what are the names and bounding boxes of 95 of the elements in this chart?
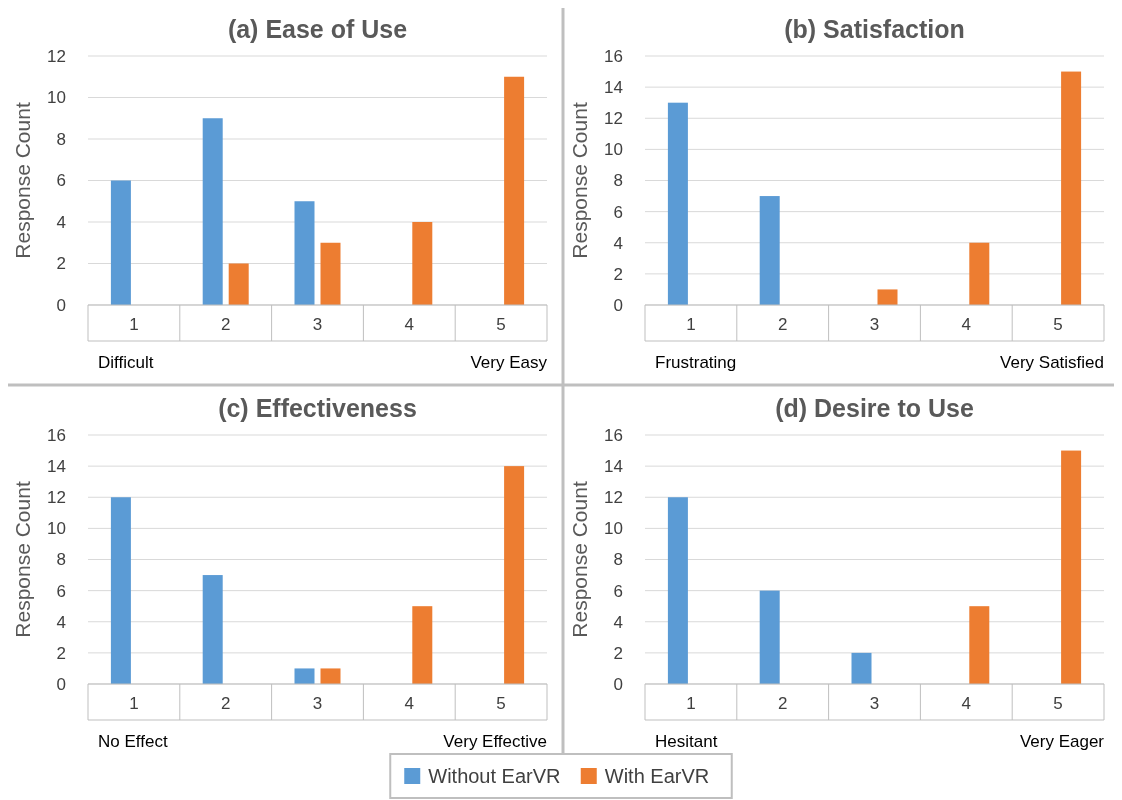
y-tick-label: 0 [56,674,66,694]
y-axis-title: Response Count [568,481,591,638]
text: Very Easy [470,352,548,372]
y-tick-label: 2 [613,643,623,663]
y-tick-label: 0 [613,295,623,315]
y-axis-title: Response Count [11,481,34,638]
bar [294,668,315,684]
y-tick-label: 16 [47,425,66,445]
x-tick-label: 3 [869,314,880,334]
y-tick-label: 8 [56,129,66,149]
y-tick-label: 12 [604,109,623,129]
x-tick-label: 2 [220,314,231,334]
chart-title: (d) Desire to Use [775,394,974,422]
y-tick-label: 4 [56,612,66,632]
y-tick-label: 2 [56,254,66,274]
x-tick-label: 2 [220,693,231,713]
x-tick-label: 4 [404,314,415,334]
x-tick-label: 5 [496,693,506,713]
x-tick-label: 5 [1053,693,1063,713]
y-axis-title: Response Count [568,102,591,259]
y-tick-label: 14 [47,457,66,477]
x-tick-label: 2 [777,314,788,334]
y-tick-label: 14 [604,78,623,98]
y-tick-label: 16 [604,425,623,445]
y-tick-label: 14 [604,457,623,477]
bar [202,118,223,305]
x-tick-label: 3 [312,314,323,334]
x-tick-label: 3 [312,693,323,713]
legend-label: Without EarVR [428,765,561,787]
bar [320,668,341,684]
text: Difficult [98,352,154,372]
x-tick-label: 5 [496,314,506,334]
bar [412,222,433,305]
y-tick-label: 12 [604,488,623,508]
bar [851,652,872,684]
y-tick-label: 2 [56,643,66,663]
x-tick-label: 1 [686,314,696,334]
y-tick-label: 4 [56,212,66,232]
bar [320,242,341,305]
legend-label: With EarVR [604,765,710,787]
text: Very Satisfied [1000,352,1104,372]
y-tick-label: 2 [613,264,623,284]
text: Very Effective [443,731,547,751]
bar [228,263,249,305]
bar [759,590,780,684]
text: Very Eager [1019,731,1105,751]
bar [969,242,990,305]
x-tick-label: 4 [404,693,415,713]
chart-title: (b) Satisfaction [784,15,965,43]
bar [110,497,131,684]
bar [1061,450,1082,684]
bar [1061,71,1082,305]
y-tick-label: 4 [613,612,623,632]
y-tick-label: 8 [56,550,66,570]
bar [759,196,780,305]
bar [110,180,131,305]
bar [504,76,525,305]
y-tick-label: 8 [613,171,623,191]
bar [667,102,688,305]
y-tick-label: 4 [613,233,623,253]
y-tick-label: 6 [56,581,66,601]
x-tick-label: 4 [961,314,972,334]
y-tick-label: 8 [613,550,623,570]
y-tick-label: 10 [604,519,623,539]
y-tick-label: 0 [56,295,66,315]
x-tick-label: 3 [869,693,880,713]
bar [969,606,990,684]
x-tick-label: 1 [129,314,139,334]
x-tick-label: 2 [777,693,788,713]
y-tick-label: 10 [47,519,66,539]
y-tick-label: 12 [47,46,66,66]
y-tick-label: 10 [47,88,66,108]
x-tick-label: 4 [961,693,972,713]
y-axis-title: Response Count [11,102,34,259]
chart-title: (c) Effectiveness [218,394,417,422]
bar [294,201,315,305]
x-tick-label: 5 [1053,314,1063,334]
x-tick-label: 1 [686,693,696,713]
bar [412,606,433,684]
bar [667,497,688,684]
text: No Effect [98,731,168,751]
y-tick-label: 6 [613,581,623,601]
y-tick-label: 16 [604,46,623,66]
y-tick-label: 6 [613,202,623,222]
y-tick-label: 10 [604,140,623,160]
y-tick-label: 12 [47,488,66,508]
bar [202,575,223,684]
x-tick-label: 1 [129,693,139,713]
bar [877,289,898,305]
text: Frustrating [655,352,737,372]
chart-title: (a) Ease of Use [227,15,408,43]
y-tick-label: 6 [56,171,66,191]
y-tick-label: 0 [613,674,623,694]
text: Hesitant [655,731,718,751]
bar [504,466,525,684]
